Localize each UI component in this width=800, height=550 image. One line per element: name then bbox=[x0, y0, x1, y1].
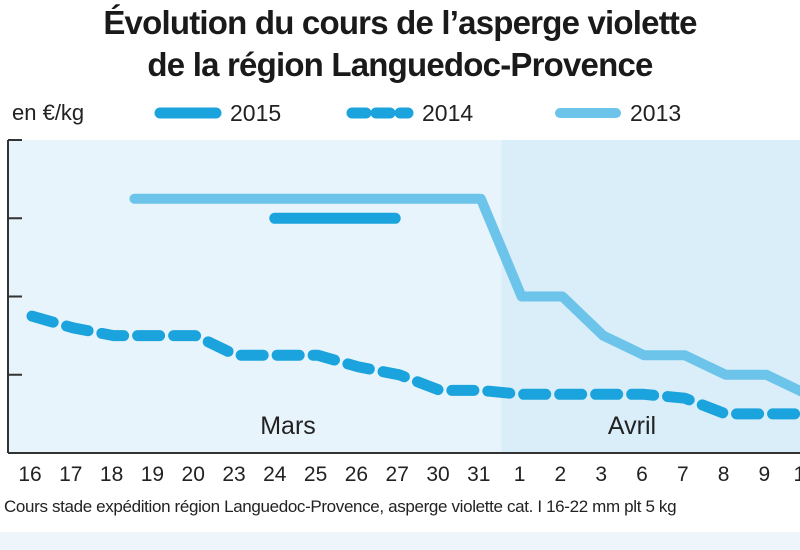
x-tick-label-0: 16 bbox=[18, 463, 41, 486]
chart-caption: Cours stade expédition région Languedoc-… bbox=[4, 497, 677, 516]
x-tick-label-10: 30 bbox=[426, 463, 449, 486]
x-tick-label-9: 27 bbox=[386, 463, 409, 486]
bottom-band bbox=[0, 532, 800, 550]
x-tick-label-3: 19 bbox=[141, 463, 164, 486]
x-tick-label-7: 25 bbox=[304, 463, 327, 486]
legend-label-2014: 2014 bbox=[422, 100, 473, 126]
chart-subtitle: de la région Languedoc-Provence bbox=[147, 46, 653, 83]
series-line-2014 bbox=[26, 310, 800, 420]
x-tick-label-15: 6 bbox=[636, 463, 648, 486]
plot-background-mars bbox=[8, 140, 502, 453]
month-label-avril: Avril bbox=[608, 412, 656, 440]
x-tick-label-13: 2 bbox=[555, 463, 567, 486]
x-tick-label-19: 10 bbox=[794, 463, 800, 486]
x-tick-label-4: 20 bbox=[182, 463, 205, 486]
x-tick-label-16: 7 bbox=[677, 463, 689, 486]
legend-label-2015: 2015 bbox=[230, 100, 281, 126]
x-tick-label-1: 17 bbox=[59, 463, 82, 486]
x-tick-label-2: 18 bbox=[100, 463, 123, 486]
legend-label-2013: 2013 bbox=[630, 100, 681, 126]
x-tick-label-8: 26 bbox=[345, 463, 368, 486]
chart-title-block: Évolution du cours de l’asperge violette… bbox=[0, 2, 800, 86]
chart-title: Évolution du cours de l’asperge violette bbox=[103, 4, 697, 41]
x-tick-label-5: 23 bbox=[222, 463, 245, 486]
month-label-mars: Mars bbox=[260, 412, 316, 440]
x-tick-label-14: 3 bbox=[595, 463, 607, 486]
x-tick-label-6: 24 bbox=[263, 463, 287, 486]
series-line-2013 bbox=[129, 193, 800, 397]
x-tick-label-12: 1 bbox=[514, 463, 526, 486]
legend: 2015 2014 2013 bbox=[154, 100, 681, 126]
x-tick-label-11: 31 bbox=[467, 463, 490, 486]
chart-svg: en €/kg 2015 2014 2013 Mars Avril 16 17 18 19 2… bbox=[7, 100, 800, 486]
y-axis-label: en €/kg bbox=[12, 100, 84, 125]
x-tick-label-17: 8 bbox=[718, 463, 730, 486]
x-tick-label-18: 9 bbox=[759, 463, 771, 486]
